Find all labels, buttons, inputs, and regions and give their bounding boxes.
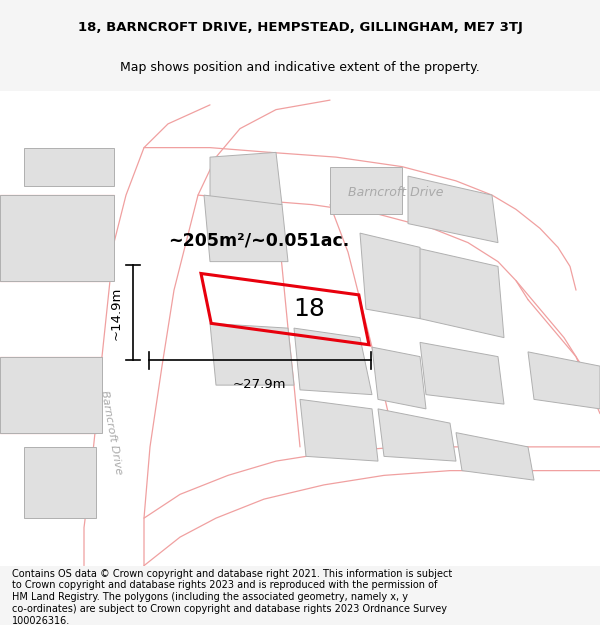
Text: 100026316.: 100026316. xyxy=(12,616,70,625)
Text: Map shows position and indicative extent of the property.: Map shows position and indicative extent… xyxy=(120,61,480,74)
Polygon shape xyxy=(0,195,114,281)
Polygon shape xyxy=(456,432,534,480)
Polygon shape xyxy=(414,248,504,338)
Polygon shape xyxy=(420,342,504,404)
Polygon shape xyxy=(330,167,402,214)
Text: ~14.9m: ~14.9m xyxy=(110,286,123,339)
Polygon shape xyxy=(210,152,282,204)
Polygon shape xyxy=(378,409,456,461)
Text: HM Land Registry. The polygons (including the associated geometry, namely x, y: HM Land Registry. The polygons (includin… xyxy=(12,592,408,602)
Text: co-ordinates) are subject to Crown copyright and database rights 2023 Ordnance S: co-ordinates) are subject to Crown copyr… xyxy=(12,604,447,614)
Polygon shape xyxy=(24,148,114,186)
Text: to Crown copyright and database rights 2023 and is reproduced with the permissio: to Crown copyright and database rights 2… xyxy=(12,581,437,591)
Polygon shape xyxy=(408,176,498,242)
Polygon shape xyxy=(528,352,600,409)
Polygon shape xyxy=(294,328,372,394)
Text: Barncroft Drive: Barncroft Drive xyxy=(348,186,444,199)
Text: Contains OS data © Crown copyright and database right 2021. This information is : Contains OS data © Crown copyright and d… xyxy=(12,569,452,579)
Text: ~27.9m: ~27.9m xyxy=(233,379,287,391)
Polygon shape xyxy=(24,447,96,518)
Text: Barncroft Drive: Barncroft Drive xyxy=(98,390,124,476)
Polygon shape xyxy=(360,233,420,319)
Text: ~205m²/~0.051ac.: ~205m²/~0.051ac. xyxy=(168,231,349,249)
Polygon shape xyxy=(372,347,426,409)
Text: 18: 18 xyxy=(293,297,325,321)
Polygon shape xyxy=(300,399,378,461)
Polygon shape xyxy=(204,195,288,262)
Text: 18, BARNCROFT DRIVE, HEMPSTEAD, GILLINGHAM, ME7 3TJ: 18, BARNCROFT DRIVE, HEMPSTEAD, GILLINGH… xyxy=(77,21,523,34)
Polygon shape xyxy=(0,357,102,432)
Polygon shape xyxy=(210,323,294,385)
